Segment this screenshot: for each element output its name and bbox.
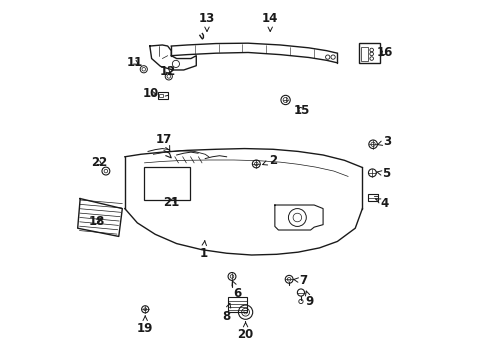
Text: 10: 10 [142,87,159,100]
Bar [360,47,367,61]
Text: 5: 5 [376,167,389,180]
Text: 19: 19 [137,316,153,335]
Text: 8: 8 [222,303,230,323]
Bar [158,92,168,99]
Text: 20: 20 [237,322,253,341]
Text: 12: 12 [159,64,176,77]
Text: 3: 3 [377,135,391,148]
Text: 22: 22 [90,156,107,169]
Text: 9: 9 [305,291,313,308]
Text: 11: 11 [126,55,142,69]
Text: 1: 1 [199,241,207,260]
Text: 16: 16 [376,46,392,59]
Bar [358,43,379,63]
Bar [143,167,190,200]
Bar [227,297,247,312]
Text: 21: 21 [163,195,180,209]
Text: 15: 15 [293,104,309,117]
Text: 2: 2 [262,154,277,167]
Text: 17: 17 [156,133,172,152]
Text: 7: 7 [293,274,307,287]
Text: 14: 14 [262,12,278,31]
Text: 6: 6 [231,281,241,300]
Text: 4: 4 [375,197,388,210]
Bar [159,94,163,98]
Bar [367,194,378,202]
Text: 18: 18 [89,215,105,228]
Text: 13: 13 [199,12,215,31]
